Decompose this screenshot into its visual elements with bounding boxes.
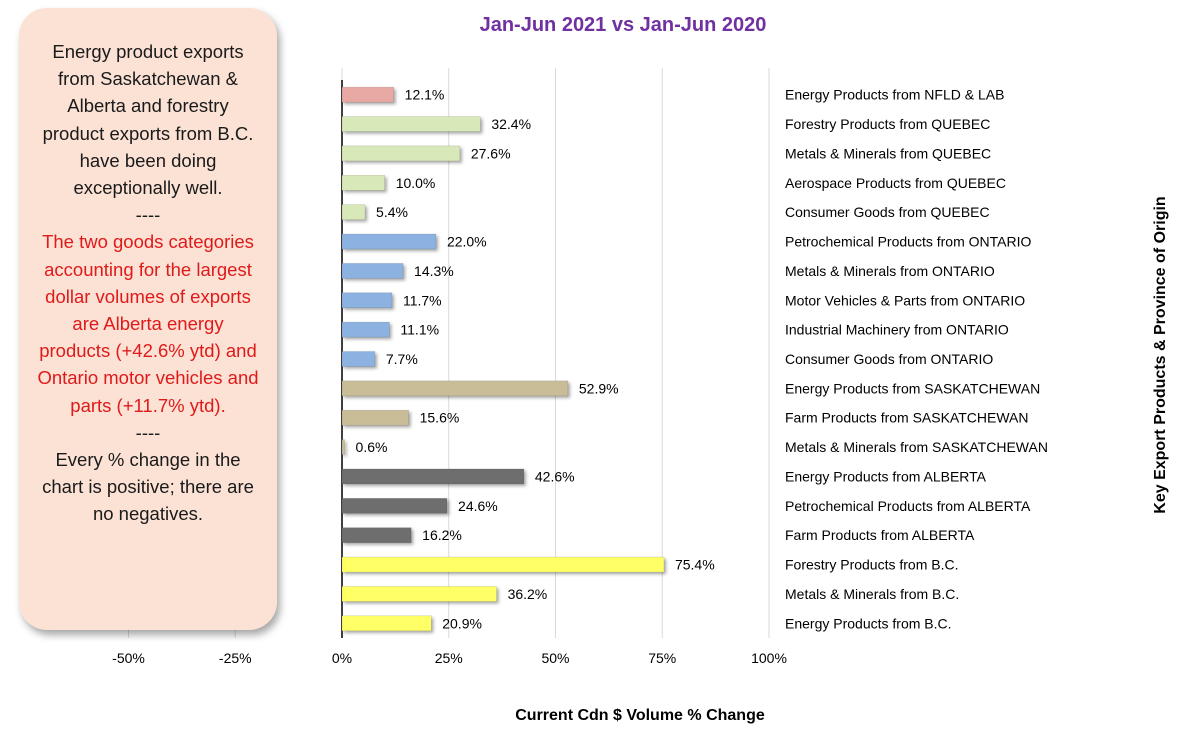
category-label: Forestry Products from QUEBEC [785,116,990,132]
category-label: Farm Products from ALBERTA [785,527,975,543]
bar [341,174,386,191]
bar [341,468,525,485]
data-label: 0.6% [356,439,388,455]
x-tick-label: 50% [541,650,569,666]
category-label: Motor Vehicles & Parts from ONTARIO [785,292,1025,308]
category-label: Metals & Minerals from B.C. [785,586,959,602]
data-label: 5.4% [376,204,408,220]
bar [341,116,481,132]
data-label: 42.6% [535,468,575,484]
data-label: 22.0% [447,234,487,250]
category-label: Aerospace Products from QUEBEC [785,175,1006,191]
bar [341,204,366,220]
bar [341,86,394,103]
x-axis-title: Current Cdn $ Volume % Change [515,707,765,724]
data-label: 27.6% [471,145,511,161]
category-label: Farm Products from SASKATCHEWAN [785,410,1028,426]
data-label: 52.9% [579,380,619,396]
bar [341,145,461,162]
data-label: 24.6% [458,498,498,514]
x-tick-label: -25% [219,650,252,666]
x-tick-label: 75% [648,650,676,666]
data-label: 16.2% [422,527,462,543]
data-label: 20.9% [442,615,482,631]
callout-paragraph-1: Energy product exports from Saskatchewan… [42,41,254,199]
category-label: Petrochemical Products from ONTARIO [785,234,1031,250]
data-label: 11.1% [400,322,439,338]
x-tick-label: 0% [332,650,352,666]
x-tick-label: 100% [751,650,787,666]
data-label: 11.7% [403,292,442,308]
category-label: Forestry Products from B.C. [785,557,958,573]
bar [341,233,437,250]
data-label: 7.7% [386,351,418,367]
bar [341,586,497,602]
category-label: Metals & Minerals from ONTARIO [785,263,995,279]
x-tick-label: -50% [112,650,145,666]
callout-separator-1: ---- [135,204,161,226]
category-label: Industrial Machinery from ONTARIO [785,322,1009,338]
data-label: 75.4% [675,557,715,573]
category-label: Consumer Goods from QUEBEC [785,204,990,220]
category-label: Energy Products from NFLD & LAB [785,87,1004,103]
bar [341,351,376,367]
category-label: Consumer Goods from ONTARIO [785,351,993,367]
callout-paragraph-3: Every % change in the chart is positive;… [42,449,254,525]
data-label: 36.2% [508,586,548,602]
bar [341,527,412,544]
bar [341,263,404,279]
bar [341,409,409,426]
data-label: 12.1% [405,87,445,103]
bar [341,556,665,573]
category-label: Metals & Minerals from SASKATCHEWAN [785,439,1048,455]
data-label: 10.0% [396,175,436,191]
category-label: Petrochemical Products from ALBERTA [785,498,1031,514]
data-label: 14.3% [414,263,454,279]
category-label: Metals & Minerals from QUEBEC [785,145,991,161]
category-label: Energy Products from SASKATCHEWAN [785,380,1040,396]
bar [341,292,393,309]
callout-separator-2: ---- [135,421,161,443]
bar [341,615,432,632]
bar [341,321,390,338]
bar [341,498,448,514]
chart-title: Jan-Jun 2021 vs Jan-Jun 2020 [479,14,767,36]
bar [341,439,345,455]
data-label: 32.4% [491,116,531,132]
data-label: 15.6% [420,410,460,426]
category-label: Energy Products from B.C. [785,615,952,631]
y-axis-title: Key Export Products & Province of Origin [1152,196,1169,514]
category-label: Energy Products from ALBERTA [785,468,987,484]
bar [341,380,569,397]
commentary-callout: Energy product exports from Saskatchewan… [19,8,277,630]
callout-paragraph-2: The two goods categories accounting for … [37,231,259,416]
x-tick-label: 25% [435,650,463,666]
